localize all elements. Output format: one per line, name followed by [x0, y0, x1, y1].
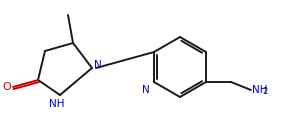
Text: NH: NH — [252, 85, 267, 95]
Text: N: N — [142, 85, 150, 95]
Text: N: N — [94, 60, 102, 70]
Text: NH: NH — [49, 99, 65, 109]
Text: O: O — [2, 82, 11, 92]
Text: 2: 2 — [262, 88, 267, 96]
